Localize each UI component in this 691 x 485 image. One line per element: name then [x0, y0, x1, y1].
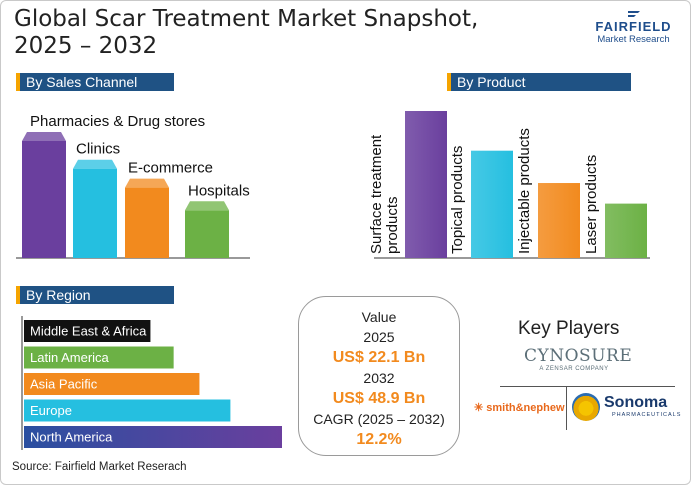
- bar-label-hospitals: Hospitals: [188, 182, 250, 199]
- bar-label-surface-treatment-products: Surface treatmentproducts: [368, 134, 401, 254]
- section-header-sales-channel: By Sales Channel: [16, 73, 174, 91]
- bar-middle-east-africa: [24, 320, 151, 342]
- bar-north-america: [24, 426, 282, 448]
- sonoma-name: Sonoma: [604, 394, 668, 411]
- bar-label-injectable-products: Injectable products: [516, 128, 533, 254]
- section-header-region: By Region: [16, 286, 174, 304]
- sonoma-disc-icon: [572, 393, 600, 421]
- value-end: US$ 48.9 Bn: [332, 390, 426, 407]
- sonoma-tagline: PHARMACEUTICALS: [612, 412, 682, 418]
- section-header-product: By Product: [447, 73, 631, 91]
- sonoma-logo: Sonoma PHARMACEUTICALS: [572, 392, 680, 424]
- key-players-title: Key Players: [518, 318, 620, 339]
- bar-label-laser-products: Laser products: [583, 155, 600, 254]
- cagr-label: CAGR (2025 – 2032): [313, 411, 445, 427]
- cynosure-name: CYNOSURE: [524, 346, 633, 366]
- bar-pharmacies-drug-stores: [22, 141, 66, 258]
- value-label: Value: [361, 309, 397, 325]
- bar-surface-treatment-products: [405, 111, 447, 258]
- source-note: Source: Fairfield Market Reserach: [12, 461, 187, 473]
- bar-cap-e-commerce: [125, 178, 169, 188]
- bar-label-asia-pacific: Asia Pacific: [30, 377, 98, 392]
- bar-label-e-commerce: E-commerce: [128, 160, 213, 177]
- cynosure-tagline: A ZENSAR COMPANY: [539, 366, 609, 372]
- bar-clinics: [73, 168, 117, 258]
- market-value-box: Value 2025 US$ 22.1 Bn 2032 US$ 48.9 Bn …: [298, 296, 460, 456]
- page-title: Global Scar Treatment Market Snapshot, 2…: [14, 6, 479, 59]
- year-start: 2025: [363, 329, 395, 345]
- bar-hospitals: [185, 210, 229, 258]
- smith-nephew-name: smith&nephew: [486, 402, 565, 414]
- starburst-icon: ✳: [474, 402, 484, 414]
- key-players-divider-horizontal: [500, 386, 675, 387]
- bar-latin-america: [24, 346, 174, 369]
- bar-cap-hospitals: [185, 201, 229, 211]
- bar-label-topical-products: Topical products: [449, 146, 466, 254]
- year-end: 2032: [363, 370, 395, 386]
- value-start: US$ 22.1 Bn: [332, 349, 426, 366]
- fairfield-logo: FAIRFIELD Market Research: [586, 9, 681, 53]
- bar-laser-products: [605, 203, 647, 258]
- logo-mark-icon: [628, 11, 640, 17]
- bar-label-pharmacies-drug-stores: Pharmacies & Drug stores: [30, 113, 205, 130]
- bar-e-commerce: [125, 187, 169, 258]
- bar-asia-pacific: [24, 373, 200, 395]
- bar-label-north-america: North America: [30, 430, 113, 445]
- logo-name: FAIRFIELD: [595, 19, 672, 34]
- cynosure-logo: CYNOSURE A ZENSAR COMPANY: [524, 346, 633, 372]
- key-players-divider-vertical: [566, 386, 567, 430]
- bar-label-europe: Europe: [30, 403, 72, 418]
- bar-label-middle-east-africa: Middle East & Africa: [30, 324, 147, 339]
- bar-injectable-products: [538, 183, 580, 258]
- smith-nephew-logo: ✳ smith&nephew: [474, 401, 565, 414]
- cagr-value: 12.2%: [356, 431, 402, 448]
- logo-subtitle: Market Research: [597, 34, 670, 45]
- bar-topical-products: [471, 150, 513, 258]
- bar-cap-clinics: [73, 159, 117, 169]
- bar-cap-pharmacies-drug-stores: [22, 132, 66, 141]
- bar-label-latin-america: Latin America: [30, 350, 110, 365]
- bar-europe: [24, 399, 231, 422]
- bar-label-clinics: Clinics: [76, 141, 120, 158]
